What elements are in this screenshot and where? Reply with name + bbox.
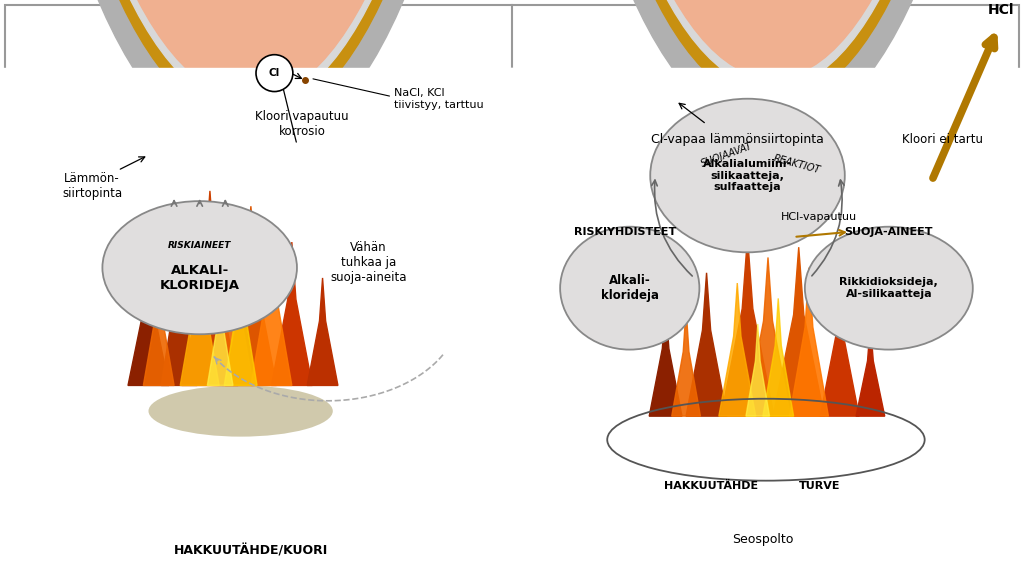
Polygon shape xyxy=(271,242,312,386)
Text: Alkali-
klorideja: Alkali- klorideja xyxy=(601,274,658,302)
Polygon shape xyxy=(856,324,885,416)
Polygon shape xyxy=(721,237,774,416)
Ellipse shape xyxy=(650,99,845,252)
Text: Cl: Cl xyxy=(269,68,280,78)
Text: Kloori vapautuu
korrosio: Kloori vapautuu korrosio xyxy=(255,110,349,138)
Polygon shape xyxy=(182,191,238,386)
Text: ALKALI-
KLORIDEJA: ALKALI- KLORIDEJA xyxy=(160,264,240,292)
Polygon shape xyxy=(745,258,791,416)
Polygon shape xyxy=(790,268,828,416)
Polygon shape xyxy=(745,324,770,416)
Polygon shape xyxy=(128,252,169,386)
Ellipse shape xyxy=(805,227,973,350)
Ellipse shape xyxy=(573,0,973,89)
Polygon shape xyxy=(672,309,700,416)
Ellipse shape xyxy=(148,386,333,437)
Text: HCl: HCl xyxy=(988,3,1015,17)
Text: Kloori ei tartu: Kloori ei tartu xyxy=(901,133,983,146)
Polygon shape xyxy=(225,206,276,386)
Polygon shape xyxy=(763,298,794,416)
Ellipse shape xyxy=(102,201,297,334)
Ellipse shape xyxy=(77,368,364,444)
Polygon shape xyxy=(686,273,727,416)
Circle shape xyxy=(256,55,293,92)
Ellipse shape xyxy=(735,406,904,467)
Polygon shape xyxy=(649,303,682,416)
Text: TURVE: TURVE xyxy=(799,481,840,491)
Bar xyxy=(0,68,527,580)
Ellipse shape xyxy=(33,0,469,124)
Polygon shape xyxy=(207,283,233,386)
Ellipse shape xyxy=(548,0,998,135)
Text: SUOJA-AINEET: SUOJA-AINEET xyxy=(845,227,933,237)
Polygon shape xyxy=(161,232,197,386)
Bar xyxy=(507,68,1024,580)
Ellipse shape xyxy=(560,227,699,350)
Ellipse shape xyxy=(627,398,797,465)
Ellipse shape xyxy=(579,0,968,78)
Ellipse shape xyxy=(46,0,456,99)
Text: Alkalialumiini-
silikaatteja,
sulfaatteja: Alkalialumiini- silikaatteja, sulfaattej… xyxy=(702,159,793,192)
Polygon shape xyxy=(307,278,338,386)
Ellipse shape xyxy=(15,0,486,155)
Polygon shape xyxy=(820,283,859,416)
Polygon shape xyxy=(251,227,292,386)
Text: RISKIAINEET: RISKIAINEET xyxy=(168,241,231,249)
Polygon shape xyxy=(719,283,756,416)
Text: Cl-vapaa lämmönsiirtopinta: Cl-vapaa lämmönsiirtopinta xyxy=(651,133,823,146)
Text: Vähän
tuhkaa ja
suoja-aineita: Vähän tuhkaa ja suoja-aineita xyxy=(331,241,407,284)
Polygon shape xyxy=(180,237,219,386)
Polygon shape xyxy=(773,247,824,416)
Text: Seospolto: Seospolto xyxy=(732,532,794,546)
Text: Lämmön-
siirtopinta: Lämmön- siirtopinta xyxy=(62,172,122,200)
Text: REAKTIOT: REAKTIOT xyxy=(772,153,821,175)
Text: RISKIYHDISTEET: RISKIYHDISTEET xyxy=(573,227,676,237)
Text: NaCl, KCl
tiivistyy, tarttuu: NaCl, KCl tiivistyy, tarttuu xyxy=(394,88,484,110)
Text: HCl-vapautuu: HCl-vapautuu xyxy=(781,212,857,222)
Polygon shape xyxy=(207,216,254,386)
Polygon shape xyxy=(143,268,174,386)
Text: HAKKUUTÄHDE: HAKKUUTÄHDE xyxy=(664,481,758,491)
Polygon shape xyxy=(224,252,257,386)
Ellipse shape xyxy=(565,0,981,104)
Ellipse shape xyxy=(41,0,461,109)
Text: Rikkidioksideja,
Al-silikaatteja: Rikkidioksideja, Al-silikaatteja xyxy=(840,277,938,299)
Text: HAKKUUTÄHDE/KUORI: HAKKUUTÄHDE/KUORI xyxy=(174,545,328,558)
Text: SUOJAAVAT: SUOJAAVAT xyxy=(699,141,754,169)
